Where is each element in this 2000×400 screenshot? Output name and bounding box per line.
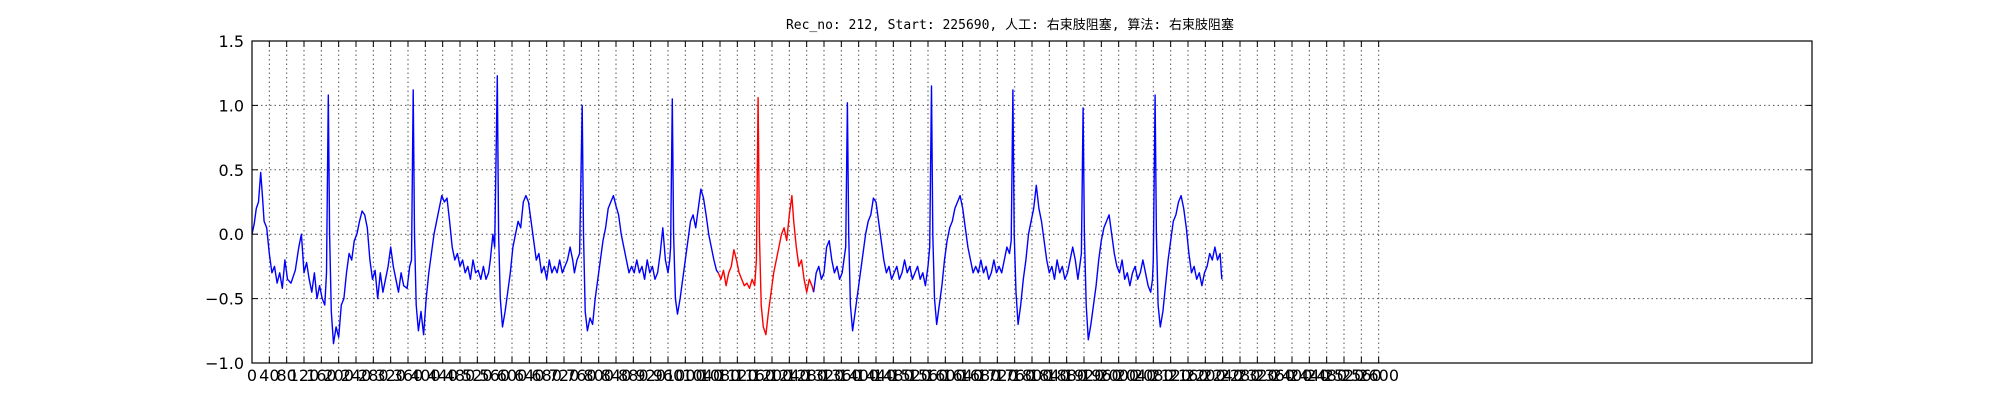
x-tick-label: 200	[323, 366, 354, 385]
x-tick-label: 1960	[1081, 366, 1122, 385]
x-tick-label: 2040	[1116, 366, 1157, 385]
x-tick-label: 400	[410, 366, 441, 385]
x-tick-label: 1840	[1029, 366, 1070, 385]
x-tick-label: 920	[635, 366, 666, 385]
x-tick-label: 2440	[1289, 366, 1330, 385]
x-tick-label: 1200	[752, 366, 793, 385]
x-tick-label: 840	[601, 366, 632, 385]
x-tick-label: 280	[358, 366, 389, 385]
x-tick-label: 120	[289, 366, 320, 385]
x-tick-label: 480	[445, 366, 476, 385]
x-tick-label: 320	[375, 366, 406, 385]
x-tick-label: 1440	[856, 366, 897, 385]
y-tick-label: −0.5	[205, 290, 244, 309]
y-axis: −1.0 −0.5 0.0 0.5 1.0 1.5	[205, 32, 1812, 373]
x-tick-label: 1880	[1046, 366, 1087, 385]
x-tick-label: 1920	[1064, 366, 1105, 385]
x-tick-label: 560	[479, 366, 510, 385]
x-tick-label: 520	[462, 366, 493, 385]
x-tick-label: 600	[497, 366, 528, 385]
series-group	[251, 75, 1223, 345]
x-tick-label: 720	[549, 366, 580, 385]
x-tick-label: 1600	[925, 366, 966, 385]
x-tick-label: 0	[247, 366, 257, 385]
y-tick-label: 1.5	[219, 32, 244, 51]
y-tick-label: −1.0	[205, 354, 244, 373]
x-tick-label: 1560	[908, 366, 949, 385]
x-tick-label: 1040	[682, 366, 723, 385]
x-tick-label: 1320	[804, 366, 845, 385]
x-tick-label: 2400	[1272, 366, 1313, 385]
x-tick-label: 440	[427, 366, 458, 385]
x-tick-label: 1280	[786, 366, 827, 385]
x-tick-label: 2240	[1202, 366, 1243, 385]
x-tick-label: 2480	[1306, 366, 1347, 385]
x-tick-label: 2160	[1168, 366, 1209, 385]
x-tick-label: 1000	[665, 366, 706, 385]
x-tick-label: 640	[514, 366, 545, 385]
x-tick-label: 1760	[994, 366, 1035, 385]
x-tick-label: 2560	[1341, 366, 1382, 385]
x-tick-label: 960	[653, 366, 684, 385]
x-tick-label: 240	[341, 366, 372, 385]
x-tick-label: 880	[618, 366, 649, 385]
x-tick-label: 1520	[890, 366, 931, 385]
x-tick-label: 1400	[838, 366, 879, 385]
x-tick-label: 1360	[821, 366, 862, 385]
y-tick-label: 0.5	[219, 161, 244, 180]
x-tick-label: 1120	[717, 366, 758, 385]
x-tick-label: 2080	[1133, 366, 1174, 385]
x-tick-label: 2280	[1220, 366, 1261, 385]
x-tick-label: 1080	[700, 366, 741, 385]
series-line-1	[251, 75, 719, 345]
x-tick-label: 1720	[977, 366, 1018, 385]
x-tick-label: 40	[259, 366, 279, 385]
x-tick-label: 2120	[1150, 366, 1191, 385]
x-tick-label: 2000	[1098, 366, 1139, 385]
y-tick-label: 0.0	[219, 225, 244, 244]
x-tick-label: 160	[306, 366, 337, 385]
x-tick-label: 1240	[769, 366, 810, 385]
x-tick-label: 1800	[1012, 366, 1053, 385]
series-line-3	[812, 85, 1223, 341]
series-line-2	[717, 96, 815, 336]
chart-title: Rec_no: 212, Start: 225690, 人工: 右束肢阻塞, 算…	[786, 17, 1234, 33]
x-tick-label: 2360	[1254, 366, 1295, 385]
x-tick-label: 760	[566, 366, 597, 385]
x-tick-label: 360	[393, 366, 424, 385]
x-tick-label: 80	[276, 366, 296, 385]
x-tick-label: 1680	[960, 366, 1001, 385]
x-tick-label: 1160	[734, 366, 775, 385]
y-tick-label: 1.0	[219, 96, 244, 115]
x-tick-label: 800	[583, 366, 614, 385]
x-tick-label: 680	[531, 366, 562, 385]
x-tick-label: 2200	[1185, 366, 1226, 385]
x-axis: 0 408012016020024028032036040044048052056…	[247, 41, 1399, 385]
x-tick-label: 2600	[1358, 366, 1399, 385]
x-tick-label: 1640	[942, 366, 983, 385]
x-tick-label: 1480	[873, 366, 914, 385]
x-tick-label: 2320	[1237, 366, 1278, 385]
x-tick-label: 2520	[1324, 366, 1365, 385]
